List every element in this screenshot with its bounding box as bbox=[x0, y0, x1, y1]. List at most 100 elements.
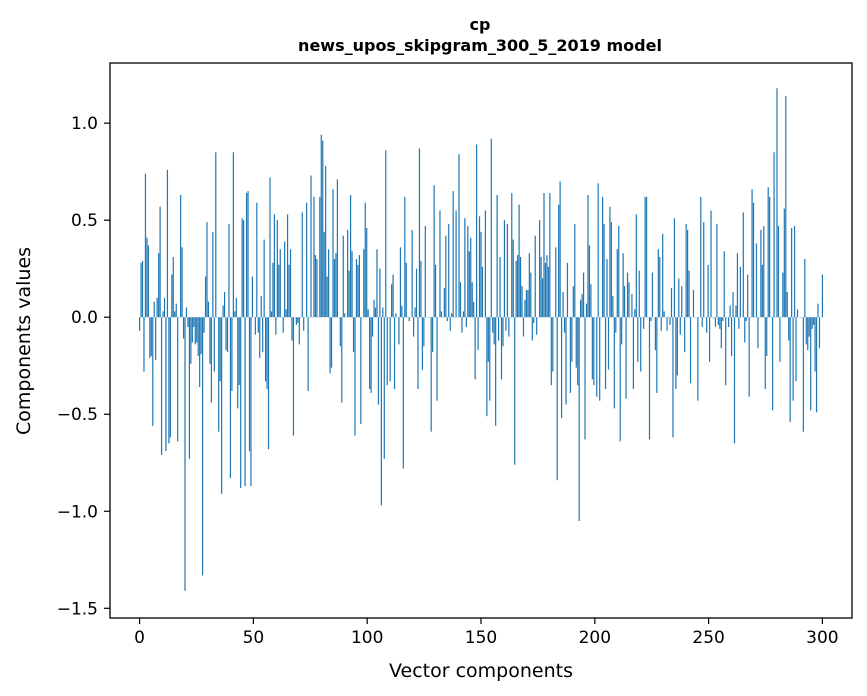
bar-242 bbox=[493, 317, 495, 345]
bar-91 bbox=[272, 262, 274, 318]
bar-190 bbox=[417, 317, 419, 390]
bar-460 bbox=[813, 317, 815, 325]
bar-220 bbox=[461, 317, 463, 333]
bar-418 bbox=[751, 189, 753, 318]
bar-119 bbox=[313, 196, 315, 318]
bar-260 bbox=[519, 257, 522, 318]
y-tick-label-5: 1.0 bbox=[71, 114, 98, 134]
bar-439 bbox=[782, 272, 784, 318]
bar-193 bbox=[421, 317, 423, 370]
bar-82 bbox=[259, 317, 261, 358]
x-tick-label-150: 150 bbox=[465, 628, 497, 648]
bar-424 bbox=[760, 229, 762, 318]
bar-400 bbox=[725, 317, 727, 386]
x-axis: 0 50 100 150 200 250 300 bbox=[134, 618, 839, 648]
bar-388 bbox=[707, 264, 709, 318]
bar-133 bbox=[333, 259, 336, 318]
bar-121 bbox=[316, 259, 318, 318]
bar-441 bbox=[785, 95, 787, 318]
bar-416 bbox=[748, 317, 750, 397]
bar-459 bbox=[811, 317, 813, 329]
bar-436 bbox=[777, 226, 780, 318]
bar-29 bbox=[181, 247, 183, 318]
bar-433 bbox=[773, 152, 775, 318]
bar-135 bbox=[336, 179, 338, 318]
bar-297 bbox=[574, 224, 576, 318]
bar-200 bbox=[432, 317, 434, 353]
bar-64 bbox=[232, 152, 234, 318]
bar-132 bbox=[332, 189, 334, 318]
bar-128 bbox=[326, 276, 328, 318]
bar-454 bbox=[804, 259, 806, 318]
bar-195 bbox=[424, 226, 426, 318]
bar-314 bbox=[599, 317, 601, 401]
bar-192 bbox=[420, 260, 422, 318]
bar-410 bbox=[739, 266, 741, 318]
bar-457 bbox=[808, 317, 810, 337]
bar-323 bbox=[612, 295, 614, 318]
bar-62 bbox=[229, 317, 232, 479]
bar-320 bbox=[607, 317, 610, 370]
bar-276 bbox=[543, 193, 545, 318]
bar-134 bbox=[335, 253, 337, 318]
bar-274 bbox=[540, 257, 542, 318]
bar-150 bbox=[358, 255, 360, 318]
bar-10 bbox=[153, 301, 155, 318]
bar-11 bbox=[155, 317, 157, 360]
bar-71 bbox=[243, 220, 245, 318]
bar-5 bbox=[146, 237, 148, 318]
bar-257 bbox=[515, 260, 517, 318]
bar-307 bbox=[588, 245, 591, 318]
bar-398 bbox=[722, 317, 724, 322]
bar-238 bbox=[487, 317, 489, 362]
bar-9 bbox=[152, 317, 154, 426]
bar-339 bbox=[635, 214, 637, 318]
bar-287 bbox=[559, 181, 561, 318]
bar-461 bbox=[814, 317, 816, 372]
bar-280 bbox=[549, 193, 551, 318]
bar-0 bbox=[138, 317, 141, 331]
bar-55 bbox=[219, 317, 221, 382]
bar-13 bbox=[158, 253, 160, 318]
bar-194 bbox=[423, 317, 425, 347]
bar-383 bbox=[700, 196, 702, 318]
bar-208 bbox=[443, 288, 445, 318]
bar-277 bbox=[544, 262, 547, 318]
bar-178 bbox=[399, 247, 402, 318]
bar-455 bbox=[805, 317, 807, 345]
bar-395 bbox=[717, 317, 719, 325]
bar-270 bbox=[534, 235, 536, 318]
bar-325 bbox=[615, 317, 617, 333]
bar-7 bbox=[149, 317, 151, 358]
bar-73 bbox=[245, 193, 248, 318]
bar-221 bbox=[462, 311, 465, 318]
bar-181 bbox=[404, 196, 406, 318]
bar-290 bbox=[563, 317, 566, 333]
bar-234 bbox=[481, 266, 484, 318]
bar-32 bbox=[185, 307, 188, 318]
bar-214 bbox=[452, 191, 454, 318]
bar-161 bbox=[374, 307, 377, 318]
bar-18 bbox=[165, 317, 167, 452]
bar-212 bbox=[449, 317, 451, 331]
bar-131 bbox=[330, 317, 333, 368]
bar-387 bbox=[706, 317, 708, 333]
bar-77 bbox=[251, 276, 254, 318]
bar-312 bbox=[596, 317, 598, 397]
bar-302 bbox=[581, 293, 583, 318]
bar-282 bbox=[552, 317, 554, 372]
bar-305 bbox=[585, 303, 588, 318]
bar-95 bbox=[278, 264, 280, 318]
bar-105 bbox=[292, 317, 295, 436]
bar-381 bbox=[697, 317, 699, 401]
bar-3 bbox=[143, 317, 145, 372]
bar-252 bbox=[508, 317, 510, 337]
bar-412 bbox=[742, 212, 744, 318]
bar-348 bbox=[648, 317, 651, 440]
bar-306 bbox=[587, 194, 589, 318]
bar-344 bbox=[643, 317, 645, 329]
bar-299 bbox=[577, 317, 579, 386]
bar-225 bbox=[468, 251, 470, 318]
bar-422 bbox=[757, 317, 759, 349]
